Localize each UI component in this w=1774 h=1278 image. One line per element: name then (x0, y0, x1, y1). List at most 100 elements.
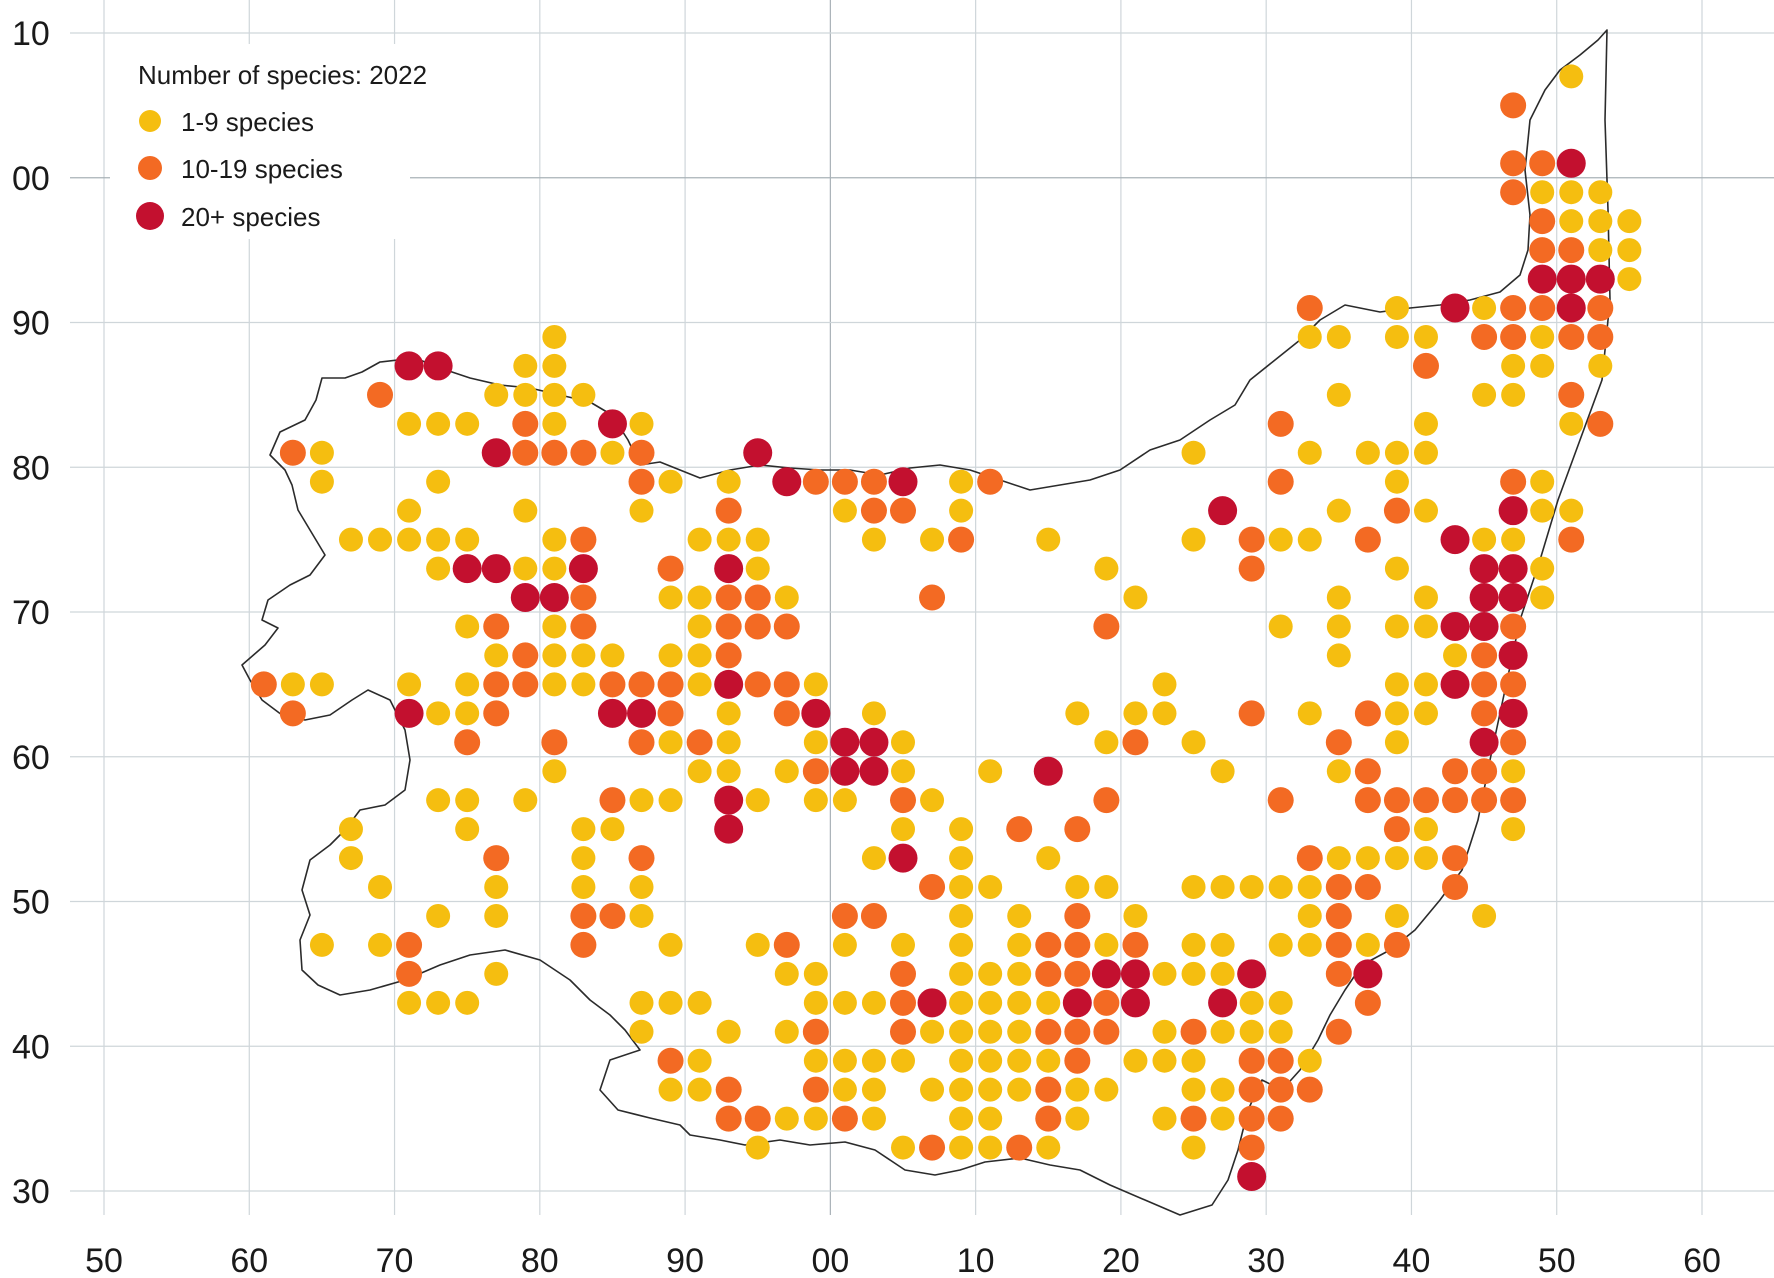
dot-10-19-species (657, 700, 684, 727)
dot-1-9-species (1268, 990, 1293, 1015)
legend-swatch-1-9 (139, 110, 161, 132)
dot-20-plus-species (394, 351, 424, 381)
dot-10-19-species (541, 729, 568, 756)
dot-10-19-species (1035, 931, 1062, 958)
dot-20-plus-species (772, 467, 802, 497)
legend-swatch-10-19 (138, 156, 162, 180)
dot-10-19-species (773, 613, 800, 640)
dot-1-9-species (716, 527, 741, 552)
dot-10-19-species (1558, 323, 1585, 350)
dot-1-9-species (1588, 353, 1613, 378)
dot-1-9-species (658, 585, 683, 610)
dot-10-19-species (1558, 381, 1585, 408)
dot-1-9-species (1210, 932, 1235, 957)
dot-20-plus-species (1585, 264, 1615, 294)
dot-1-9-species (1036, 527, 1061, 552)
dot-10-19-species (1267, 1105, 1294, 1132)
dot-1-9-species (1413, 701, 1438, 726)
dot-1-9-species (1297, 440, 1322, 465)
dot-1-9-species (455, 411, 480, 436)
dot-1-9-species (309, 440, 334, 465)
dot-1-9-species (658, 730, 683, 755)
dot-1-9-species (1152, 1106, 1177, 1131)
dot-1-9-species (1559, 411, 1584, 436)
legend-swatch-20-plus (136, 202, 164, 230)
dot-10-19-species (570, 931, 597, 958)
dot-1-9-species (1443, 643, 1468, 668)
dot-1-9-species (920, 1077, 945, 1102)
dot-1-9-species (455, 817, 480, 842)
dot-10-19-species (1238, 555, 1265, 582)
dot-1-9-species (1007, 903, 1032, 928)
dot-1-9-species (426, 903, 451, 928)
dot-1-9-species (280, 672, 305, 697)
dot-10-19-species (1354, 874, 1381, 901)
x-tick-label: 70 (376, 1242, 414, 1278)
dot-10-19-species (1354, 989, 1381, 1016)
dot-1-9-species (542, 614, 567, 639)
dot-10-19-species (1296, 1076, 1323, 1103)
dot-1-9-species (1472, 903, 1497, 928)
dot-10-19-species (744, 613, 771, 640)
dot-10-19-species (1587, 410, 1614, 437)
dot-1-9-species (1413, 440, 1438, 465)
dot-1-9-species (978, 990, 1003, 1015)
dot-10-19-species (831, 902, 858, 929)
dot-10-19-species (1267, 1076, 1294, 1103)
dot-10-19-species (773, 700, 800, 727)
dot-10-19-species (512, 439, 539, 466)
dot-20-plus-species (714, 785, 744, 815)
dot-1-9-species (368, 875, 393, 900)
dot-1-9-species (803, 990, 828, 1015)
dot-1-9-species (658, 1077, 683, 1102)
dot-10-19-species (599, 787, 626, 814)
dot-20-plus-species (1527, 264, 1557, 294)
dot-10-19-species (483, 845, 510, 872)
x-tick-label: 00 (811, 1242, 849, 1278)
dot-1-9-species (455, 614, 480, 639)
dot-1-9-species (1384, 296, 1409, 321)
dot-1-9-species (309, 469, 334, 494)
dot-10-19-species (744, 584, 771, 611)
dot-1-9-species (1384, 672, 1409, 697)
dot-10-19-species (715, 642, 742, 669)
legend-label-1-9: 1-9 species (181, 107, 314, 137)
dot-1-9-species (949, 1077, 974, 1102)
dot-1-9-species (1326, 759, 1351, 784)
dot-10-19-species (1558, 237, 1585, 264)
dot-1-9-species (1617, 267, 1642, 292)
dot-1-9-species (687, 1048, 712, 1073)
dot-1-9-species (1268, 932, 1293, 957)
dot-1-9-species (861, 1077, 886, 1102)
dot-10-19-species (1064, 816, 1091, 843)
dot-20-plus-species (1353, 959, 1383, 989)
dot-10-19-species (1471, 700, 1498, 727)
dot-1-9-species (687, 643, 712, 668)
dot-1-9-species (1297, 324, 1322, 349)
dot-10-19-species (1471, 642, 1498, 669)
dot-20-plus-species (1237, 959, 1267, 989)
dot-1-9-species (1559, 64, 1584, 89)
dot-1-9-species (1297, 903, 1322, 928)
dot-10-19-species (1500, 295, 1527, 322)
dot-1-9-species (978, 1019, 1003, 1044)
dot-1-9-species (978, 1048, 1003, 1073)
dot-1-9-species (920, 1019, 945, 1044)
dot-1-9-species (1588, 209, 1613, 234)
legend-label-10-19: 10-19 species (181, 154, 343, 184)
dot-1-9-species (891, 759, 915, 784)
dot-1-9-species (1588, 180, 1613, 205)
dot-10-19-species (948, 526, 975, 553)
dot-1-9-species (1181, 875, 1206, 900)
dot-10-19-species (1529, 150, 1556, 177)
dot-20-plus-species (1440, 611, 1470, 641)
dot-20-plus-species (1440, 669, 1470, 699)
dot-1-9-species (1094, 556, 1119, 581)
dot-20-plus-species (1440, 525, 1470, 555)
dot-20-plus-species (1556, 264, 1586, 294)
dot-1-9-species (484, 382, 509, 407)
dot-1-9-species (1268, 527, 1293, 552)
dot-10-19-species (1500, 613, 1527, 640)
dot-1-9-species (716, 701, 741, 726)
dot-1-9-species (920, 527, 945, 552)
